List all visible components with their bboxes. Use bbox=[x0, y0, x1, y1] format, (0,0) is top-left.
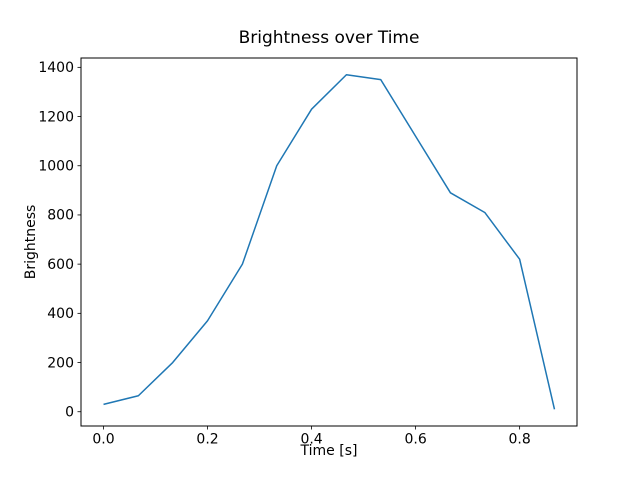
x-tick-label: 0.0 bbox=[92, 432, 114, 448]
y-tick-label: 800 bbox=[47, 208, 74, 224]
x-tick-label: 0.2 bbox=[196, 432, 218, 448]
x-tick-label: 0.6 bbox=[404, 432, 426, 448]
plot-border bbox=[80, 57, 578, 427]
x-tick-label: 0.8 bbox=[508, 432, 530, 448]
x-tick-label: 0.4 bbox=[300, 432, 322, 448]
y-tick-label: 1200 bbox=[38, 109, 74, 125]
y-tick-label: 600 bbox=[47, 257, 74, 273]
y-tick-label: 1400 bbox=[38, 60, 74, 76]
y-tick-label: 0 bbox=[65, 405, 74, 421]
y-tick-label: 400 bbox=[47, 306, 74, 322]
y-tick-label: 200 bbox=[47, 355, 74, 371]
brightness-line bbox=[103, 73, 556, 410]
y-axis-label: Brightness bbox=[23, 204, 39, 280]
x-axis-label: Time [s] bbox=[300, 443, 358, 459]
chart-title: Brightness over Time bbox=[238, 28, 420, 48]
y-tick-label: 1000 bbox=[38, 159, 74, 175]
